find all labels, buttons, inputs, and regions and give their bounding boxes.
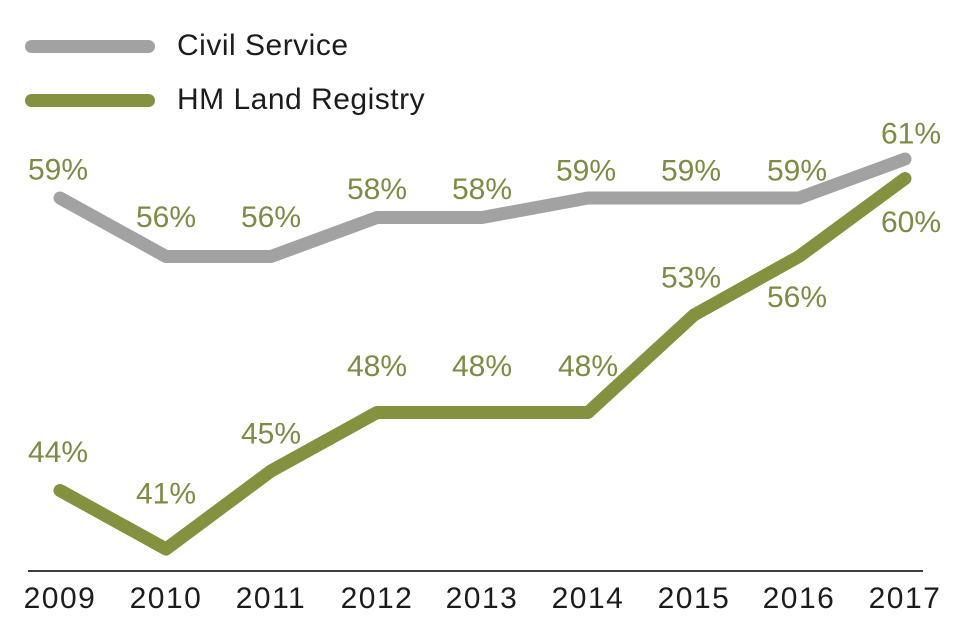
x-axis-label-2014: 2014 [552, 582, 625, 615]
series-line-civil-service [53, 152, 912, 263]
x-axis-label-2009: 2009 [24, 582, 97, 615]
data-label-hm-land-registry-2010: 41% [136, 478, 196, 511]
data-label-hm-land-registry-2011: 45% [241, 418, 301, 451]
data-label-hm-land-registry-2012: 48% [347, 350, 407, 383]
data-label-hm-land-registry-2014: 48% [558, 350, 618, 383]
data-label-civil-service-2009: 59% [28, 154, 88, 187]
x-axis-label-2017: 2017 [869, 582, 942, 615]
series-line-hm-land-registry [53, 172, 912, 556]
data-label-hm-land-registry-2017: 60% [881, 206, 941, 239]
x-axis-label-2013: 2013 [446, 582, 519, 615]
data-label-civil-service-2017: 61% [881, 118, 941, 151]
data-label-civil-service-2015: 59% [661, 155, 721, 188]
legend-item-hm-land-registry: HM Land Registry [25, 83, 426, 116]
data-label-hm-land-registry-2013: 48% [452, 350, 512, 383]
data-label-civil-service-2013: 58% [452, 173, 512, 206]
data-label-civil-service-2014: 59% [556, 155, 616, 188]
hm-land-registry-line-swatch [25, 93, 155, 107]
data-label-hm-land-registry-2009: 44% [28, 436, 88, 469]
x-axis-label-2010: 2010 [130, 582, 203, 615]
data-label-civil-service-2016: 59% [767, 155, 827, 188]
legend-label-hm-land-registry: HM Land Registry [177, 83, 426, 116]
data-label-hm-land-registry-2015: 53% [661, 262, 721, 295]
x-axis-label-2015: 2015 [658, 582, 731, 615]
x-axis-label-2011: 2011 [236, 582, 307, 615]
legend-item-civil-service: Civil Service [25, 29, 349, 62]
data-label-hm-land-registry-2016: 56% [767, 281, 827, 314]
x-axis-label-2012: 2012 [341, 582, 414, 615]
legend-label-civil-service: Civil Service [177, 29, 349, 62]
data-label-civil-service-2011: 56% [241, 201, 301, 234]
civil-service-line-swatch [25, 39, 155, 53]
data-label-civil-service-2012: 58% [347, 173, 407, 206]
x-axis-label-2016: 2016 [763, 582, 836, 615]
data-label-civil-service-2010: 56% [136, 201, 196, 234]
